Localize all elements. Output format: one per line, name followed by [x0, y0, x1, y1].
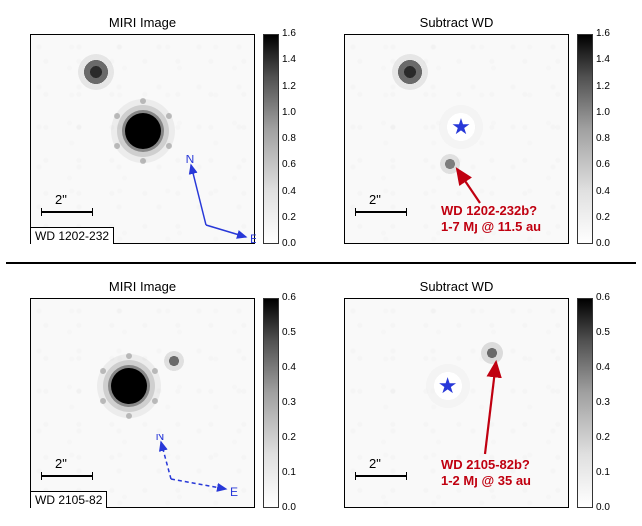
- panel-title: Subtract WD: [345, 279, 568, 294]
- corner-label: WD 1202-232: [31, 227, 114, 244]
- annot-line1: WD 1202-232b?: [441, 203, 537, 218]
- cbar-tick: 0.4: [596, 363, 610, 373]
- cbar-tick: 1.6: [282, 29, 296, 39]
- cbar-tick: 0.2: [282, 213, 296, 223]
- colorbar: [577, 34, 593, 244]
- colorbar-ticks-2l: 0.0 0.1 0.2 0.3 0.4 0.5 0.6: [282, 298, 312, 508]
- panel-subtract-2: Subtract WD ★ 2" WD 2105-82b?: [344, 298, 569, 508]
- scale-bar: [41, 475, 93, 477]
- colorbar: [263, 298, 279, 508]
- scale-label: 2": [55, 192, 67, 207]
- colorbar: [577, 298, 593, 508]
- cbar-tick: 0.0: [596, 239, 610, 249]
- cbar-tick: 0.6: [596, 293, 610, 303]
- colorbar-ticks-2r: 0.0 0.1 0.2 0.3 0.4 0.5 0.6: [596, 298, 626, 508]
- cbar-tick: 1.2: [282, 82, 296, 92]
- cbar-tick: 1.2: [596, 82, 610, 92]
- scale-label: 2": [55, 456, 67, 471]
- cbar-tick: 0.4: [282, 187, 296, 197]
- colorbar-ticks-1r: 0.0 0.2 0.4 0.6 0.8 1.0 1.2 1.4 1.6: [596, 34, 626, 244]
- cbar-tick: 0.2: [282, 433, 296, 443]
- secondary-source: [392, 54, 428, 90]
- cbar-tick: 1.4: [282, 55, 296, 65]
- cbar-tick: 0.4: [596, 187, 610, 197]
- cbar-tick: 0.1: [596, 468, 610, 478]
- cbar-tick: 1.4: [596, 55, 610, 65]
- scale-bar: [355, 475, 407, 477]
- panel-title: Subtract WD: [345, 15, 568, 30]
- star-marker-icon: ★: [438, 373, 458, 399]
- row-divider: [6, 262, 636, 264]
- annot-line2: 1-2 Mȷ @ 35 au: [441, 473, 531, 488]
- candidate-source: [440, 154, 460, 174]
- cbar-tick: 0.3: [282, 398, 296, 408]
- wd-psf: [103, 91, 183, 171]
- cbar-tick: 1.0: [282, 108, 296, 118]
- cbar-tick: 0.0: [282, 503, 296, 513]
- scale-bar: [41, 211, 93, 213]
- cbar-tick: 0.8: [596, 134, 610, 144]
- panel-title: MIRI Image: [31, 279, 254, 294]
- star-marker-icon: ★: [451, 114, 471, 140]
- panel-title: MIRI Image: [31, 15, 254, 30]
- corner-label: WD 2105-82: [31, 491, 107, 508]
- candidate-source: [481, 342, 503, 364]
- cbar-tick: 1.6: [596, 29, 610, 39]
- cbar-tick: 0.0: [282, 239, 296, 249]
- annot-line1: WD 2105-82b?: [441, 457, 530, 472]
- cbar-tick: 0.5: [596, 328, 610, 338]
- panel-miri-2: MIRI Image 2": [30, 298, 255, 508]
- cbar-tick: 0.2: [596, 433, 610, 443]
- cbar-tick: 0.3: [596, 398, 610, 408]
- cbar-tick: 0.5: [282, 328, 296, 338]
- figure-root: MIRI Image 2": [0, 0, 642, 526]
- wd-psf: [89, 346, 169, 426]
- candidate-annotation: WD 2105-82b? 1-2 Mȷ @ 35 au: [441, 457, 531, 490]
- panel-subtract-1: Subtract WD ★ 2" WD: [344, 34, 569, 244]
- cbar-tick: 0.6: [282, 160, 296, 170]
- cbar-tick: 0.6: [282, 293, 296, 303]
- scale-bar: [355, 211, 407, 213]
- colorbar-ticks-1l: 0.0 0.2 0.4 0.6 0.8 1.0 1.2 1.4 1.6: [282, 34, 312, 244]
- secondary-source: [78, 54, 114, 90]
- scale-label: 2": [369, 192, 381, 207]
- cbar-tick: 0.8: [282, 134, 296, 144]
- cbar-tick: 0.1: [282, 468, 296, 478]
- panel-miri-1: MIRI Image 2": [30, 34, 255, 244]
- cbar-tick: 1.0: [596, 108, 610, 118]
- cbar-tick: 0.6: [596, 160, 610, 170]
- candidate-annotation: WD 1202-232b? 1-7 Mȷ @ 11.5 au: [441, 203, 541, 236]
- scale-label: 2": [369, 456, 381, 471]
- colorbar: [263, 34, 279, 244]
- row-wd2105: MIRI Image 2": [0, 272, 642, 522]
- annot-line2: 1-7 Mȷ @ 11.5 au: [441, 219, 541, 234]
- row-wd1202: MIRI Image 2": [0, 8, 642, 258]
- cbar-tick: 0.4: [282, 363, 296, 373]
- cbar-tick: 0.0: [596, 503, 610, 513]
- cbar-tick: 0.2: [596, 213, 610, 223]
